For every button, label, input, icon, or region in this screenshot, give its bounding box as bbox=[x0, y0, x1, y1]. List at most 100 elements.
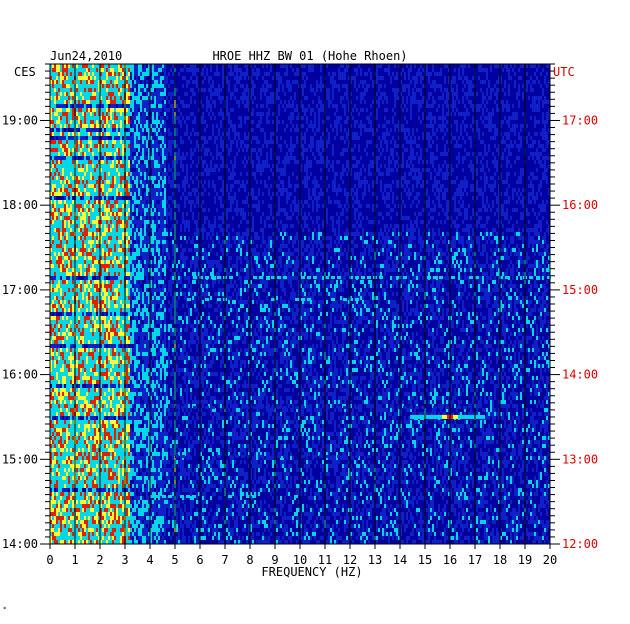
heatmap-cell bbox=[126, 164, 128, 168]
heatmap-cell bbox=[82, 180, 84, 184]
heatmap-cell bbox=[130, 184, 132, 188]
heatmap-cell bbox=[84, 192, 86, 196]
heatmap-cell bbox=[486, 160, 488, 164]
heatmap-cell bbox=[196, 176, 198, 180]
heatmap-cell bbox=[326, 128, 328, 132]
heatmap-cell bbox=[76, 148, 78, 152]
heatmap-cell bbox=[384, 136, 386, 140]
heatmap-cell bbox=[70, 68, 72, 72]
heatmap-cell bbox=[126, 180, 128, 184]
heatmap-cell bbox=[120, 200, 122, 204]
heatmap-cell bbox=[360, 172, 362, 176]
heatmap-cell bbox=[530, 172, 532, 176]
heatmap-cell bbox=[402, 108, 404, 112]
heatmap-cell bbox=[544, 124, 546, 128]
heatmap-cell bbox=[60, 136, 62, 140]
heatmap-cell bbox=[226, 100, 228, 104]
heatmap-cell bbox=[112, 144, 114, 148]
heatmap-cell bbox=[500, 172, 502, 176]
heatmap-cell bbox=[98, 204, 100, 208]
heatmap-cell bbox=[162, 148, 164, 152]
heatmap-cell bbox=[122, 100, 124, 104]
heatmap-cell bbox=[540, 208, 542, 212]
heatmap-cell bbox=[500, 76, 502, 80]
heatmap-cell bbox=[70, 144, 72, 148]
heatmap-cell bbox=[92, 196, 94, 200]
heatmap-cell bbox=[436, 136, 438, 140]
heatmap-cell bbox=[338, 188, 340, 192]
heatmap-cell bbox=[502, 88, 504, 92]
heatmap-cell bbox=[364, 176, 366, 180]
heatmap-cell bbox=[280, 172, 282, 176]
heatmap-cell bbox=[388, 64, 390, 68]
heatmap-cell bbox=[248, 96, 250, 100]
heatmap-cell bbox=[346, 192, 348, 196]
heatmap-cell bbox=[164, 88, 166, 92]
heatmap-cell bbox=[468, 164, 470, 168]
heatmap-cell bbox=[120, 172, 122, 176]
heatmap-cell bbox=[232, 108, 234, 112]
heatmap-cell bbox=[380, 64, 382, 68]
heatmap-cell bbox=[178, 96, 180, 100]
heatmap-cell bbox=[140, 176, 142, 180]
heatmap-cell bbox=[238, 76, 240, 80]
heatmap-cell bbox=[106, 216, 108, 220]
heatmap-cell bbox=[326, 208, 328, 212]
heatmap-cell bbox=[66, 124, 68, 128]
heatmap-cell bbox=[156, 160, 158, 164]
heatmap-cell bbox=[410, 96, 412, 100]
heatmap-cell bbox=[108, 128, 110, 132]
heatmap-cell bbox=[76, 176, 78, 180]
heatmap-cell bbox=[64, 64, 66, 68]
heatmap-cell bbox=[164, 140, 166, 144]
heatmap-cell bbox=[484, 96, 486, 100]
heatmap-cell bbox=[50, 164, 52, 168]
heatmap-cell bbox=[84, 80, 86, 84]
heatmap-cell bbox=[58, 104, 60, 108]
heatmap-cell bbox=[148, 152, 150, 156]
heatmap-cell bbox=[390, 208, 392, 212]
heatmap-cell bbox=[68, 200, 70, 204]
heatmap-cell bbox=[286, 212, 288, 216]
heatmap-cell bbox=[114, 96, 116, 100]
heatmap-cell bbox=[302, 92, 304, 96]
heatmap-cell bbox=[432, 104, 434, 108]
heatmap-cell bbox=[464, 116, 466, 120]
heatmap-cell bbox=[200, 88, 202, 92]
heatmap-cell bbox=[110, 212, 112, 216]
heatmap-cell bbox=[376, 116, 378, 120]
heatmap-cell bbox=[82, 140, 84, 144]
heatmap-cell bbox=[66, 100, 68, 104]
heatmap-cell bbox=[118, 120, 120, 124]
heatmap-cell bbox=[92, 64, 94, 68]
heatmap-cell bbox=[490, 124, 492, 128]
heatmap-cell bbox=[72, 84, 74, 88]
heatmap-cell bbox=[306, 148, 308, 152]
heatmap-cell bbox=[118, 140, 120, 144]
heatmap-cell bbox=[230, 188, 232, 192]
heatmap-cell bbox=[118, 124, 120, 128]
heatmap-cell bbox=[238, 136, 240, 140]
heatmap-cell bbox=[494, 160, 496, 164]
heatmap-cell bbox=[214, 100, 216, 104]
heatmap-cell bbox=[226, 188, 228, 192]
heatmap-cell bbox=[296, 128, 298, 132]
heatmap-cell bbox=[180, 68, 182, 72]
heatmap-cell bbox=[88, 164, 90, 168]
heatmap-cell bbox=[446, 212, 448, 216]
heatmap-cell bbox=[390, 160, 392, 164]
heatmap-cell bbox=[512, 188, 514, 192]
heatmap-cell bbox=[476, 196, 478, 200]
heatmap-cell bbox=[120, 96, 122, 100]
heatmap-cell bbox=[84, 132, 86, 136]
heatmap-cell bbox=[58, 148, 60, 152]
heatmap-cell bbox=[56, 104, 58, 108]
heatmap-cell bbox=[338, 120, 340, 124]
heatmap-cell bbox=[134, 104, 136, 108]
heatmap-cell bbox=[90, 180, 92, 184]
heatmap-cell bbox=[458, 212, 460, 216]
heatmap-cell bbox=[184, 132, 186, 136]
heatmap-cell bbox=[62, 96, 64, 100]
heatmap-cell bbox=[342, 96, 344, 100]
heatmap-cell bbox=[222, 132, 224, 136]
